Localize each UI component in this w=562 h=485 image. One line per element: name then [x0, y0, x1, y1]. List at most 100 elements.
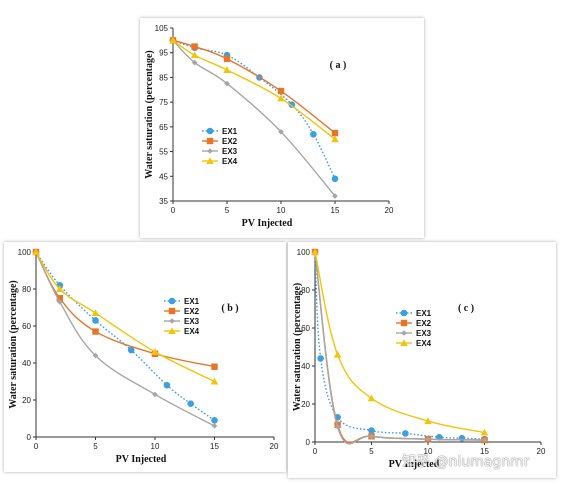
y-tick-label: 45 [159, 172, 168, 181]
y-tick-label: 20 [22, 396, 31, 405]
data-point-square [56, 295, 63, 302]
data-point-triangle [223, 66, 231, 74]
y-tick-label: 0 [306, 438, 311, 447]
y-tick-label: 95 [159, 49, 168, 58]
data-point-circle [187, 400, 194, 407]
x-tick-label: 20 [385, 206, 394, 215]
legend-entry-ex3: EX3 [184, 317, 200, 326]
y-axis-label: Water saturation (percentage) [144, 50, 155, 179]
legend-entry-ex1: EX1 [416, 309, 432, 318]
panel-label: ( c ) [458, 303, 474, 314]
x-tick-label: 10 [277, 206, 286, 215]
x-tick-label: 5 [369, 447, 374, 456]
series-points-ex4 [311, 248, 489, 436]
data-point-circle [127, 346, 135, 354]
series-line-ex2 [172, 39, 336, 134]
data-point-circle [402, 430, 409, 437]
data-point-triangle [56, 285, 64, 292]
data-point-square [92, 328, 99, 335]
y-tick-label: 85 [159, 73, 168, 82]
data-point-square [277, 87, 285, 95]
series-line-ex1 [314, 251, 485, 440]
legend-entry-ex3: EX3 [416, 329, 432, 338]
legend-swatch-marker [206, 137, 214, 145]
series-points-ex1 [311, 248, 488, 443]
data-point-diamond [224, 80, 230, 87]
legend-swatch-marker [169, 318, 175, 324]
data-point-triangle [169, 36, 177, 44]
legend-swatch-marker [400, 309, 408, 317]
series-points-ex1 [32, 248, 218, 424]
chart-panel-c: 0 5 10 15 20 0 20 40 60 80 100 PV Injected Water sat… [288, 242, 556, 478]
x-tick-label: 20 [270, 442, 279, 451]
watermark-text: 知乎 @niumagnmr [402, 454, 530, 470]
data-point-triangle [91, 309, 100, 317]
series-points-ex4 [32, 248, 219, 385]
legend-swatch-marker [168, 327, 176, 334]
legend-entry-ex3: EX3 [222, 147, 238, 156]
chart-b-svg: 0 5 10 15 20 0 20 40 60 80 100 PV Injected Water sat… [8, 248, 279, 465]
data-point-circle [163, 381, 171, 389]
y-tick-label: 60 [301, 324, 310, 333]
legend-swatch-marker [168, 297, 176, 305]
data-point-diamond [368, 433, 375, 440]
y-tick-label: 105 [155, 24, 169, 33]
series-line-ex1 [172, 39, 336, 180]
data-point-triangle [311, 248, 319, 255]
legend-swatch-marker [400, 339, 408, 346]
series-line-ex2 [314, 251, 485, 444]
legend-swatch-marker [401, 330, 407, 336]
data-point-diamond [481, 437, 488, 443]
chart-c-svg: 0 5 10 15 20 0 20 40 60 80 100 PV Injected Water sat… [292, 248, 546, 470]
series-line-ex4 [172, 39, 336, 140]
legend-entry-ex4: EX4 [184, 327, 200, 336]
legend-entry-ex2: EX2 [416, 319, 432, 328]
y-tick-label: 40 [301, 362, 310, 371]
x-tick-label: 0 [34, 442, 39, 451]
panel-label: ( a ) [330, 60, 347, 71]
data-point-square [331, 129, 339, 137]
data-point-triangle [210, 377, 219, 385]
x-tick-label: 10 [424, 447, 433, 456]
y-tick-label: 35 [159, 197, 168, 206]
legend-entry-ex1: EX1 [184, 297, 200, 306]
legend-swatch-marker [168, 307, 176, 315]
y-tick-label: 0 [27, 433, 32, 442]
legend-entry-ex4: EX4 [416, 339, 432, 348]
y-tick-label: 80 [22, 285, 31, 294]
legend-swatch-marker [206, 157, 214, 164]
series-line-ex3 [314, 251, 485, 445]
data-point-circle [92, 317, 99, 324]
data-point-square [211, 363, 218, 370]
y-axis-label: Water saturation (percentage) [8, 280, 19, 409]
data-point-diamond [332, 193, 338, 199]
y-tick-label: 80 [301, 286, 310, 295]
data-point-square [223, 55, 231, 63]
x-tick-label: 5 [93, 442, 98, 451]
data-point-circle [310, 130, 317, 138]
x-tick-label: 0 [171, 206, 176, 215]
x-tick-label: 20 [537, 447, 546, 456]
legend-swatch-marker [206, 127, 214, 135]
x-tick-label: 10 [151, 442, 160, 451]
y-tick-label: 60 [22, 322, 31, 331]
series-points-ex3 [170, 37, 338, 199]
series-line-ex3 [35, 251, 215, 427]
data-point-circle [317, 355, 324, 362]
x-tick-label: 15 [480, 447, 489, 456]
x-tick-label: 0 [313, 447, 318, 456]
data-point-triangle [367, 394, 376, 402]
data-point-triangle [333, 350, 342, 358]
x-axis-label: PV Injected [116, 454, 167, 465]
y-tick-label: 100 [297, 248, 311, 257]
data-point-triangle [277, 94, 285, 102]
data-point-circle [368, 427, 375, 434]
y-tick-label: 55 [159, 148, 168, 157]
x-tick-label: 15 [331, 206, 340, 215]
data-point-circle [331, 175, 339, 183]
y-tick-label: 40 [22, 359, 31, 368]
data-point-diamond [92, 352, 99, 359]
